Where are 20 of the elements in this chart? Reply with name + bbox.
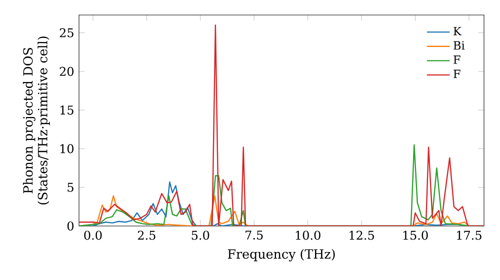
x-tick-label: 7.5 (246, 230, 263, 240)
y-tick-label: 20 (60, 66, 74, 76)
y-axis-title: Phonon projected DOS (States/THz·primitive cell) (22, 36, 50, 204)
legend-label: K (454, 26, 462, 36)
x-tick-label: 5.0 (192, 230, 210, 240)
y-tick-label: 10 (60, 144, 74, 154)
legend-label: F (454, 56, 460, 64)
x-tick-label: 15.0 (403, 230, 428, 240)
x-tick-label: 2.5 (138, 230, 156, 240)
x-axis-title: Frequency (THz) (228, 248, 335, 262)
x-tick-label: 12.5 (350, 230, 374, 240)
y-tick-label: 0 (67, 221, 74, 231)
y-tick-label: 15 (60, 106, 74, 115)
x-tick-label: 17.5 (457, 230, 482, 240)
y-tick-label: 25 (60, 28, 74, 38)
legend-label: F (454, 70, 460, 78)
legend-label: Bi (454, 41, 465, 50)
y-tick-label: 5 (68, 182, 74, 192)
x-tick-label: 0.0 (84, 230, 102, 240)
x-tick-label: 10.0 (296, 230, 320, 240)
